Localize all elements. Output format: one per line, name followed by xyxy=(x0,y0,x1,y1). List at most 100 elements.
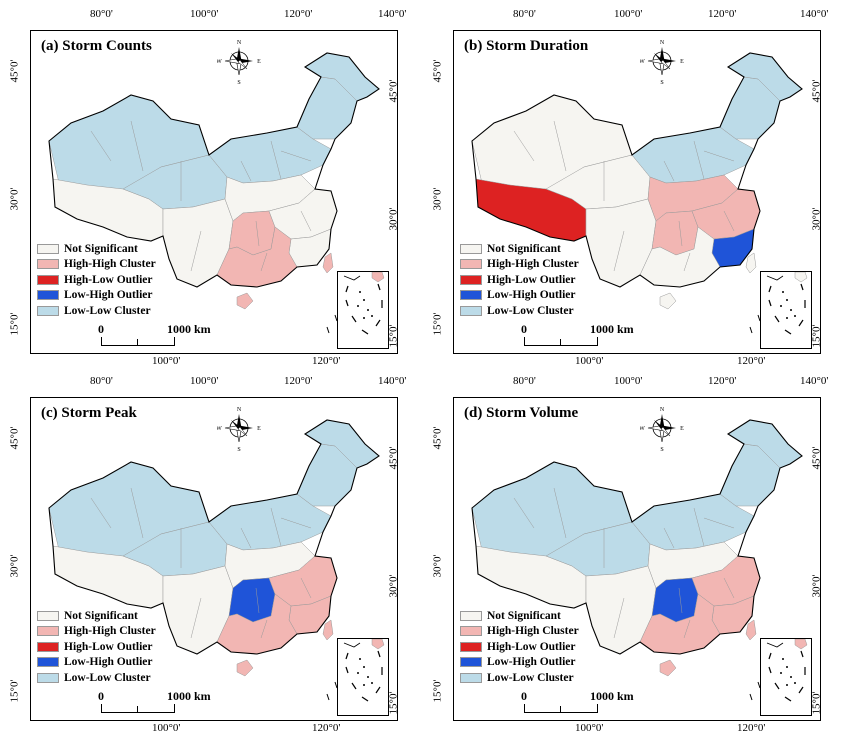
legend-item-high_low: High-Low Outlier xyxy=(37,272,156,288)
legend-swatch xyxy=(460,243,482,254)
south-china-sea-inset xyxy=(337,271,389,349)
right-tick-label: 45°0' xyxy=(810,79,823,103)
compass-rose: N S W E xyxy=(639,404,684,453)
legend: Not Significant High-High Cluster High-Low… xyxy=(37,241,156,319)
legend-swatch xyxy=(460,641,482,652)
top-tick-label: 80°0' xyxy=(513,8,536,20)
legend-swatch xyxy=(37,657,59,668)
bottom-tick-label: 100°0' xyxy=(575,355,604,367)
right-tick-label: 30°0' xyxy=(387,574,400,598)
compass-s: S xyxy=(237,447,240,452)
legend: Not Significant High-High Cluster High-Low… xyxy=(37,608,156,686)
legend-item-high_high: High-High Cluster xyxy=(460,257,579,273)
bottom-tick-label: 100°0' xyxy=(575,722,604,734)
right-tick-label: 15°0' xyxy=(810,691,823,715)
top-tick-label: 100°0' xyxy=(190,8,219,20)
right-tick-label: 30°0' xyxy=(810,574,823,598)
top-tick-label: 140°0' xyxy=(800,375,829,387)
left-tick-label: 30°0' xyxy=(431,554,444,578)
map-panel-1: (b) Storm Duration N S W E Not Significa… xyxy=(453,30,821,354)
scale-zero: 0 xyxy=(521,689,527,703)
inset-dashes xyxy=(345,283,383,335)
left-tick-label: 45°0' xyxy=(8,59,21,83)
country-outline xyxy=(471,419,803,655)
legend-item-high_low: High-Low Outlier xyxy=(37,639,156,655)
top-tick-label: 140°0' xyxy=(378,8,407,20)
bottom-tick-label: 120°0' xyxy=(312,722,341,734)
legend-swatch xyxy=(460,305,482,316)
scale-length: 1000 km xyxy=(167,322,211,336)
china-map xyxy=(471,419,803,701)
scale-bar: 0 1000 km xyxy=(98,689,211,716)
top-tick-label: 140°0' xyxy=(378,375,407,387)
legend-label: Not Significant xyxy=(64,242,138,255)
legend-label: Low-Low Cluster xyxy=(487,304,574,317)
bottom-tick-label: 100°0' xyxy=(152,355,181,367)
legend-swatch xyxy=(37,243,59,254)
region-hainan xyxy=(659,659,677,677)
panel-title: (c) Storm Peak xyxy=(41,405,137,421)
legend-swatch xyxy=(460,657,482,668)
compass-e: E xyxy=(257,426,261,432)
scale-bar: 0 1000 km xyxy=(98,322,211,349)
compass-icon: N S W E xyxy=(216,40,261,86)
scale-length: 1000 km xyxy=(590,689,634,703)
legend-swatch xyxy=(460,672,482,683)
region-hainan xyxy=(236,292,254,310)
legend-label: High-Low Outlier xyxy=(487,640,576,653)
scale-zero: 0 xyxy=(98,322,104,336)
south-china-sea-inset xyxy=(760,271,812,349)
legend-item-low_low: Low-Low Cluster xyxy=(460,670,579,686)
legend: Not Significant High-High Cluster High-Low… xyxy=(460,241,579,319)
legend-label: Not Significant xyxy=(487,242,561,255)
left-tick-label: 15°0' xyxy=(8,679,21,703)
inset-corner xyxy=(371,638,385,650)
compass-n: N xyxy=(660,40,665,46)
scale-bar: 0 1000 km xyxy=(521,689,634,716)
left-tick-label: 30°0' xyxy=(431,187,444,211)
top-tick-label: 120°0' xyxy=(284,8,313,20)
legend-swatch xyxy=(37,641,59,652)
top-tick-label: 120°0' xyxy=(708,8,737,20)
legend-swatch xyxy=(37,610,59,621)
legend-item-low_high: Low-High Outlier xyxy=(37,288,156,304)
inset-islands xyxy=(780,658,796,686)
legend-label: High-Low Outlier xyxy=(64,640,153,653)
left-tick-label: 30°0' xyxy=(8,554,21,578)
province-boundaries xyxy=(90,487,312,639)
scale-length: 1000 km xyxy=(590,322,634,336)
south-china-sea-inset xyxy=(337,638,389,716)
right-tick-label: 30°0' xyxy=(387,207,400,231)
compass-icon: N S W E xyxy=(639,40,684,86)
legend-label: High-High Cluster xyxy=(64,258,156,271)
legend-swatch xyxy=(37,626,59,637)
legend: Not Significant High-High Cluster High-Low… xyxy=(460,608,579,686)
legend-swatch xyxy=(37,290,59,301)
inset-islands xyxy=(780,291,796,319)
region-hainan xyxy=(236,659,254,677)
left-tick-label: 15°0' xyxy=(431,312,444,336)
compass-rose: N S W E xyxy=(639,37,684,86)
panel-title: (d) Storm Volume xyxy=(464,405,579,421)
inset-corner xyxy=(371,271,385,283)
legend-label: Low-Low Cluster xyxy=(487,671,574,684)
compass-e: E xyxy=(680,426,684,432)
inset-dashes xyxy=(345,650,383,702)
compass-s: S xyxy=(660,447,663,452)
province-boundaries xyxy=(513,487,735,639)
inset-corner xyxy=(794,638,808,650)
map-panel-2: (c) Storm Peak N S W E Not Significant Hi… xyxy=(30,397,398,721)
country-outline xyxy=(48,419,380,655)
legend-swatch xyxy=(37,672,59,683)
inset-islands xyxy=(357,658,373,686)
right-tick-label: 45°0' xyxy=(387,446,400,470)
compass-icon: N S W E xyxy=(216,407,261,453)
legend-swatch xyxy=(460,274,482,285)
left-tick-label: 45°0' xyxy=(431,426,444,450)
map-panel-3: (d) Storm Volume N S W E Not Significant… xyxy=(453,397,821,721)
top-tick-label: 80°0' xyxy=(90,375,113,387)
legend-item-low_high: Low-High Outlier xyxy=(37,655,156,671)
left-tick-label: 15°0' xyxy=(8,312,21,336)
compass-w: W xyxy=(217,59,222,65)
legend-label: Low-High Outlier xyxy=(487,289,576,302)
